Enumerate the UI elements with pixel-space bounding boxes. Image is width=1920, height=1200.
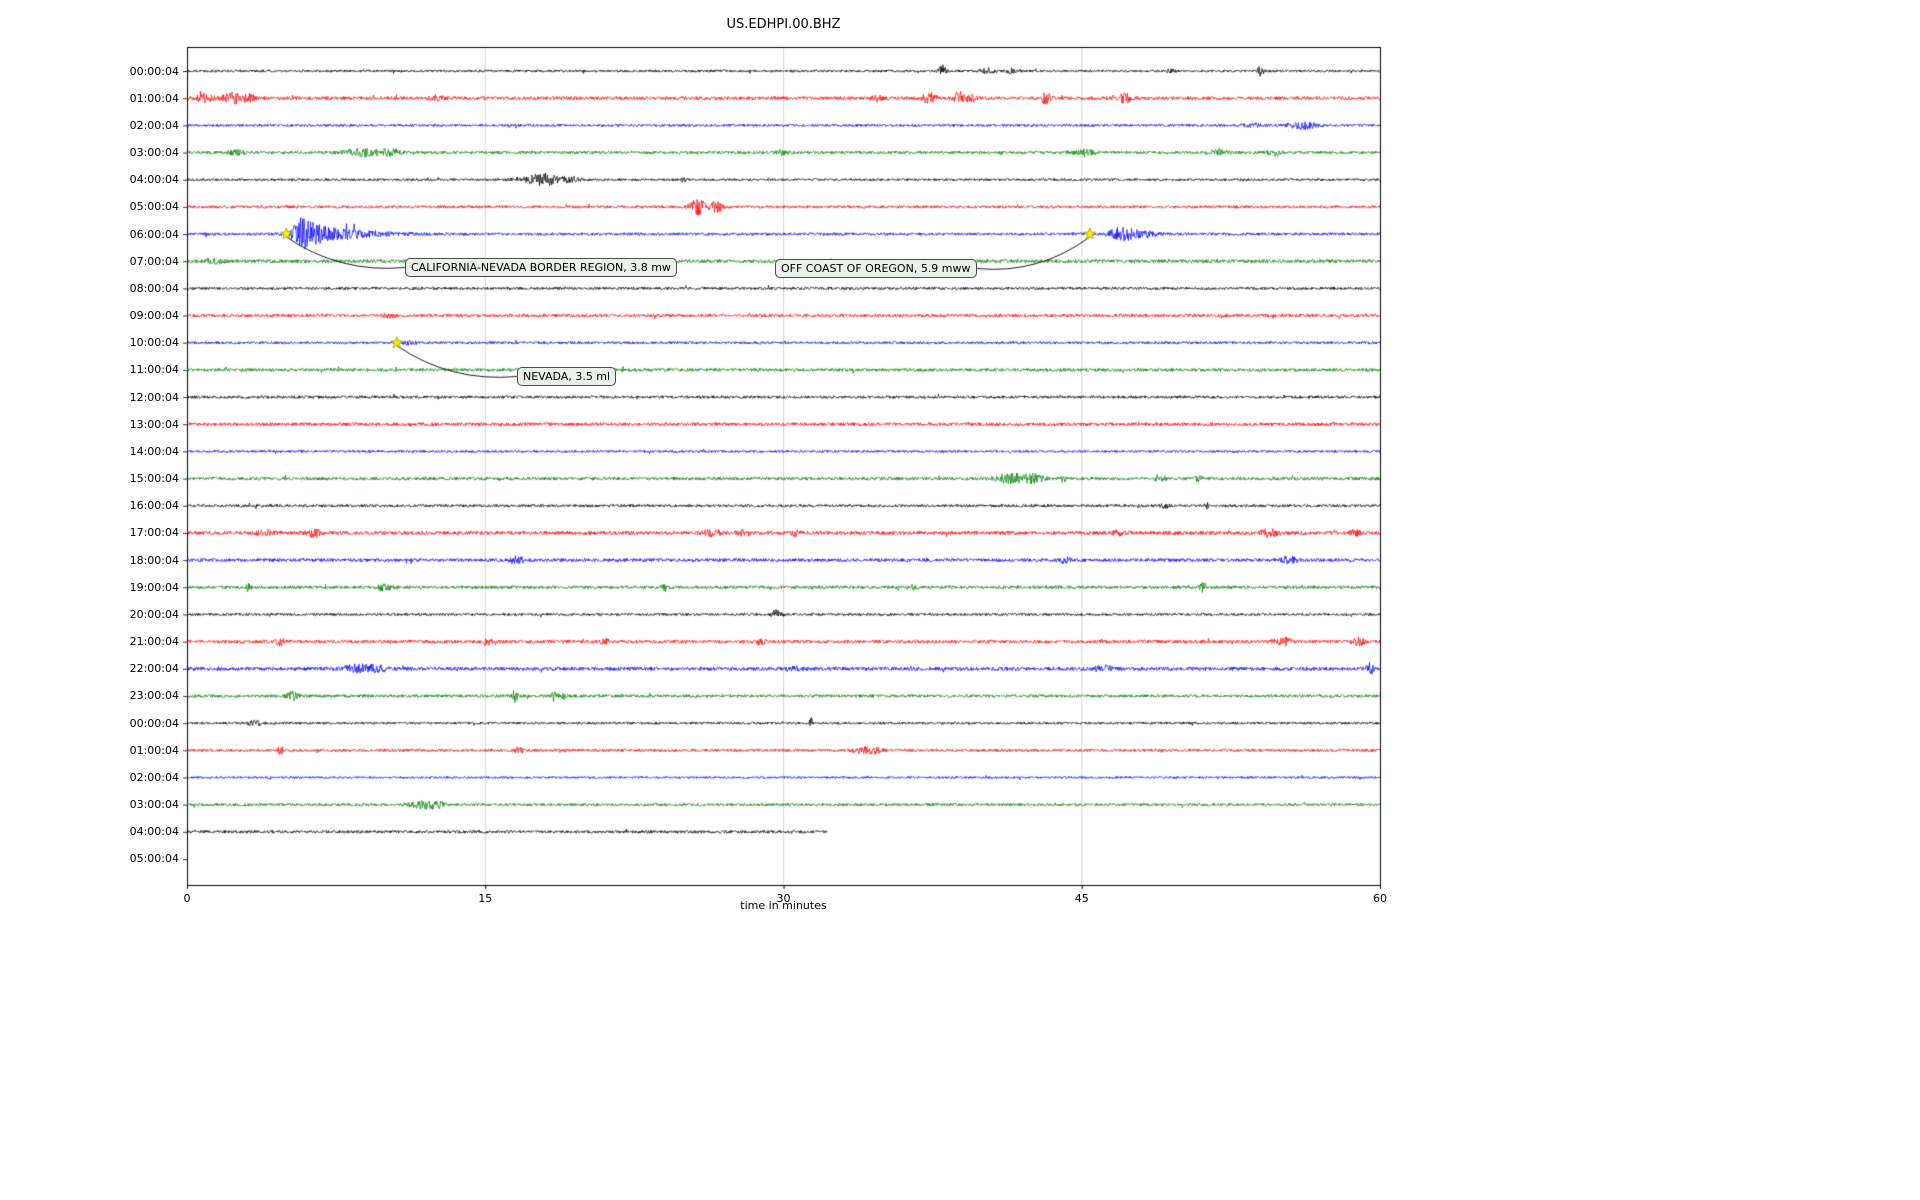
row-time-label: 23:00:04 [129, 689, 179, 703]
row-time-label: 08:00:04 [129, 281, 179, 295]
row-time-label: 19:00:04 [129, 580, 179, 594]
row-time-label: 06:00:04 [129, 227, 179, 241]
row-time-label: 17:00:04 [129, 526, 179, 540]
event-annotation-nevada: NEVADA, 3.5 ml [517, 367, 617, 386]
row-time-label: 02:00:04 [129, 118, 179, 132]
row-time-label: 15:00:04 [129, 472, 179, 486]
row-time-label: 13:00:04 [129, 417, 179, 431]
row-time-label: 22:00:04 [129, 662, 179, 676]
x-tick-label: 30 [776, 892, 791, 905]
row-time-label: 20:00:04 [129, 607, 179, 621]
row-time-label: 10:00:04 [129, 336, 179, 350]
x-axis-label: time in minutes [740, 899, 827, 912]
row-time-label: 21:00:04 [129, 635, 179, 649]
row-time-label: 00:00:04 [129, 716, 179, 730]
row-time-label: 14:00:04 [129, 444, 179, 458]
x-tick-label: 45 [1074, 892, 1089, 905]
row-time-label: 11:00:04 [129, 363, 179, 377]
row-time-label: 03:00:04 [129, 798, 179, 812]
row-time-label: 04:00:04 [129, 825, 179, 839]
event-annotation-california-nevada: CALIFORNIA-NEVADA BORDER REGION, 3.8 mw [405, 258, 677, 277]
x-tick-label: 0 [183, 892, 191, 905]
row-time-label: 05:00:04 [129, 852, 179, 866]
x-tick-label: 15 [478, 892, 493, 905]
row-time-label: 01:00:04 [129, 91, 179, 105]
row-time-label: 16:00:04 [129, 499, 179, 513]
row-time-label: 12:00:04 [129, 390, 179, 404]
row-time-label: 09:00:04 [129, 309, 179, 323]
x-tick-label: 60 [1373, 892, 1387, 905]
row-time-label: 00:00:04 [129, 64, 179, 78]
row-time-label: 18:00:04 [129, 553, 179, 567]
row-time-label: 02:00:04 [129, 770, 179, 784]
event-annotation-off-coast-oregon: OFF COAST OF OREGON, 5.9 mww [775, 259, 977, 278]
row-time-label: 07:00:04 [129, 254, 179, 268]
chart-title: US.EDHPI.00.BHZ [726, 17, 841, 32]
row-time-label: 04:00:04 [129, 173, 179, 187]
row-time-label: 03:00:04 [129, 146, 179, 160]
row-time-label: 01:00:04 [129, 743, 179, 757]
row-time-label: 05:00:04 [129, 200, 179, 214]
